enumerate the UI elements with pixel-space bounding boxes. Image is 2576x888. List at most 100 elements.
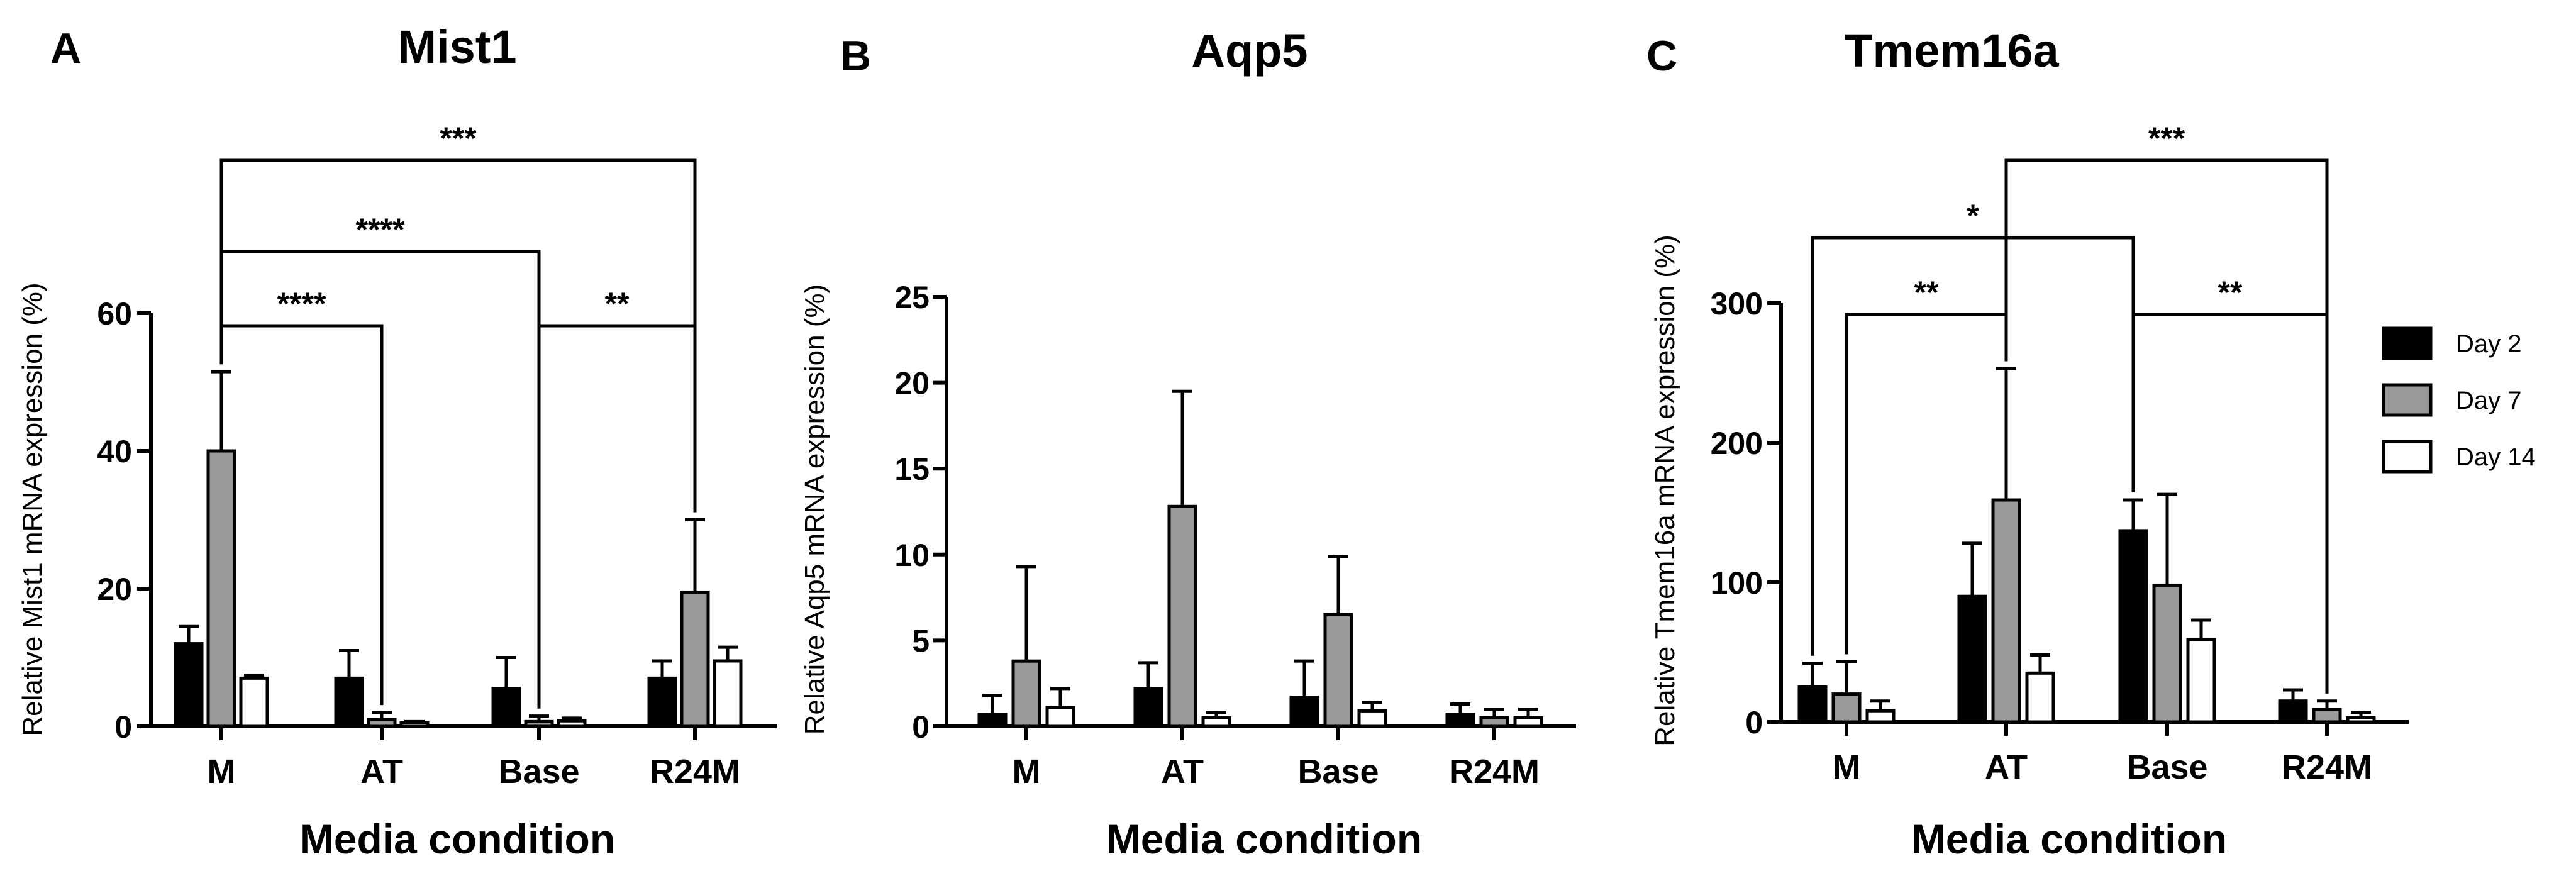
significance-label: ** — [2218, 275, 2243, 310]
y-tick-label: 0 — [1745, 705, 1763, 740]
panel-b: B Aqp5 Relative Aqp5 mRNA expression (%)… — [799, 25, 1576, 862]
y-tick-label: 20 — [894, 366, 930, 401]
x-tick-label: M — [1013, 753, 1041, 791]
y-tick-label: 300 — [1711, 286, 1763, 321]
y-tick-label: 0 — [114, 709, 132, 745]
x-tick-label: Base — [498, 753, 579, 791]
y-axis-label: Relative Tmem16a mRNA expression (%) — [1650, 235, 1680, 746]
bar — [1323, 613, 1353, 728]
chart-title: Mist1 — [397, 21, 516, 73]
y-tick-label: 40 — [97, 434, 132, 469]
significance-bracket — [219, 158, 697, 513]
panel-letter: A — [50, 25, 81, 72]
significance-bracket — [219, 324, 384, 706]
bar — [2025, 671, 2055, 724]
legend-swatch — [2382, 326, 2433, 360]
bar — [2152, 583, 2182, 724]
bar — [1479, 716, 1509, 728]
legend-item-day-14: Day 14 — [2382, 440, 2536, 474]
bar — [2278, 699, 2308, 724]
x-tick-label: AT — [1161, 753, 1204, 791]
significance-label: * — [1967, 198, 1979, 233]
y-tick-label: 100 — [1711, 565, 1763, 601]
panel-c: C Tmem16a Relative Tmem16a mRNA expressi… — [1646, 25, 2409, 862]
legend-label: Day 2 — [2456, 330, 2522, 358]
y-axis-label: Relative Aqp5 mRNA expression (%) — [799, 284, 830, 735]
bar — [491, 687, 521, 728]
bar — [1357, 709, 1387, 728]
y-tick-label: 25 — [894, 280, 930, 315]
x-tick-label: R24M — [650, 753, 740, 791]
significance-bracket — [2131, 313, 2329, 694]
bar — [174, 642, 204, 728]
x-tick-label: M — [1833, 748, 1861, 786]
legend-swatch — [2382, 440, 2433, 474]
bar — [680, 590, 710, 728]
bar — [334, 676, 364, 728]
bar — [713, 659, 743, 728]
significance-label: ** — [1914, 275, 1939, 310]
bar — [647, 676, 677, 728]
x-tick-label: R24M — [1449, 753, 1540, 791]
legend-swatch — [2382, 383, 2433, 417]
bar — [2346, 716, 2376, 724]
x-axis-label: Media condition — [1911, 816, 2227, 862]
bar — [367, 718, 397, 728]
x-tick-label: AT — [1985, 748, 2028, 786]
bar — [1167, 504, 1197, 728]
significance-bracket — [537, 324, 697, 709]
significance-label: *** — [440, 121, 477, 156]
bar — [1133, 687, 1163, 728]
x-tick-label: M — [208, 753, 236, 791]
bar — [977, 713, 1008, 728]
chart-title: Aqp5 — [1192, 25, 1308, 77]
bar — [206, 449, 236, 728]
bar — [1957, 594, 1987, 724]
y-tick-label: 0 — [912, 709, 930, 745]
chart-title: Tmem16a — [1844, 25, 2059, 77]
legend-item-day-7: Day 7 — [2382, 383, 2522, 417]
y-axis-label: Relative Mist1 mRNA expression (%) — [17, 282, 48, 736]
legend-label: Day 14 — [2456, 443, 2536, 471]
legend-item-day-2: Day 2 — [2382, 326, 2522, 360]
bar — [1513, 716, 1543, 728]
legend: Day 2 Day 7 Day 14 — [2382, 326, 2536, 474]
y-tick-label: 10 — [894, 538, 930, 573]
y-tick-label: 15 — [894, 452, 930, 487]
plot-area: 0 5 10 15 20 25 M AT Base R24M — [894, 280, 1576, 791]
bar — [1201, 716, 1231, 728]
bar — [1445, 713, 1475, 728]
bar — [1011, 659, 1041, 728]
x-tick-label: AT — [360, 753, 403, 791]
bar — [524, 719, 554, 728]
significance-bracket — [1845, 313, 2008, 655]
x-tick-label: Base — [2126, 748, 2207, 786]
bar — [1831, 692, 1862, 724]
y-tick-label: 200 — [1711, 426, 1763, 461]
x-tick-label: Base — [1297, 753, 1379, 791]
y-tick-label: 20 — [97, 572, 132, 607]
x-axis-label: Media condition — [299, 816, 615, 862]
significance-label: ** — [605, 286, 630, 321]
panel-a: A Mist1 Relative Mist1 mRNA expression (… — [17, 21, 777, 862]
bar — [557, 719, 587, 728]
panel-letter: B — [840, 32, 871, 80]
bar — [2312, 708, 2342, 724]
y-tick-label: 60 — [97, 296, 132, 331]
legend-label: Day 7 — [2456, 387, 2522, 414]
x-axis-label: Media condition — [1106, 816, 1422, 862]
bar — [2186, 638, 2216, 724]
bar — [399, 721, 430, 728]
significance-label: *** — [2148, 121, 2185, 156]
bar — [239, 676, 269, 728]
x-tick-label: R24M — [2282, 748, 2372, 786]
bar — [1045, 706, 1075, 728]
bar — [1991, 498, 2021, 724]
bar — [1865, 709, 1896, 724]
bar — [2118, 529, 2148, 724]
bar — [1289, 696, 1319, 728]
bar — [1797, 685, 1828, 724]
